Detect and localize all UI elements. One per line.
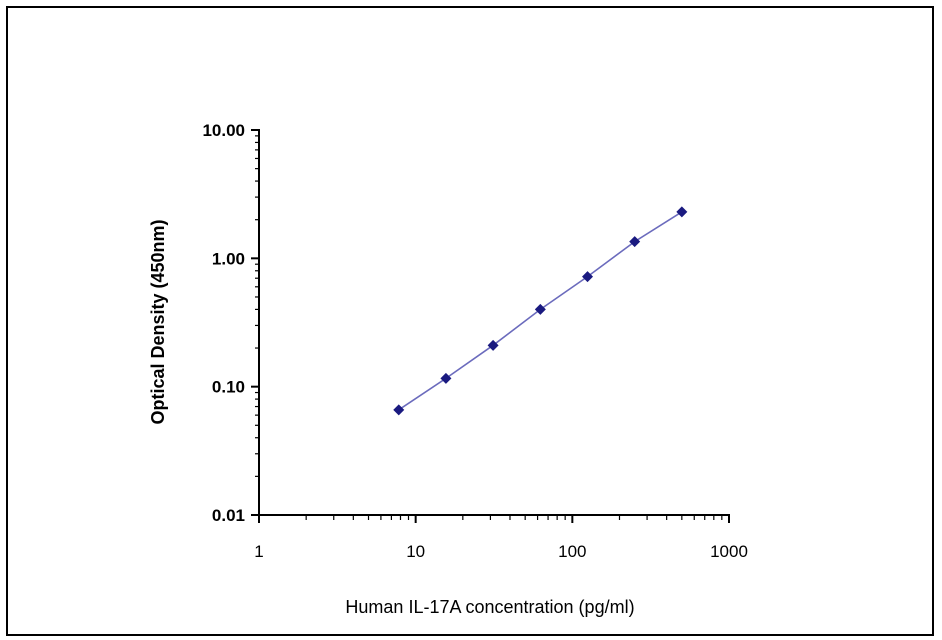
data-point-marker bbox=[676, 206, 688, 218]
y-tick-label: 10.00 bbox=[202, 121, 245, 140]
data-point-marker bbox=[629, 236, 641, 248]
data-point-marker bbox=[440, 372, 452, 384]
x-tick-label: 1000 bbox=[710, 542, 748, 561]
data-point-marker bbox=[582, 271, 594, 283]
chart-frame bbox=[6, 6, 934, 636]
x-tick-label: 10 bbox=[406, 542, 425, 561]
ticks bbox=[251, 129, 730, 523]
tick-labels: 0.01 0.10 1.00 10.00 1 10 100 1000 bbox=[202, 121, 747, 561]
data-point-marker bbox=[487, 339, 499, 351]
data-point-marker bbox=[534, 303, 546, 315]
axes bbox=[258, 130, 729, 516]
x-tick-label: 100 bbox=[558, 542, 586, 561]
x-tick-label: 1 bbox=[254, 542, 263, 561]
y-tick-label: 1.00 bbox=[212, 249, 245, 268]
series bbox=[393, 206, 688, 416]
y-axis-label: Optical Density (450nm) bbox=[148, 219, 168, 424]
x-axis-label: Human IL-17A concentration (pg/ml) bbox=[345, 597, 634, 617]
data-point-marker bbox=[393, 404, 405, 416]
y-tick-label: 0.01 bbox=[212, 506, 245, 525]
y-tick-label: 0.10 bbox=[212, 378, 245, 397]
